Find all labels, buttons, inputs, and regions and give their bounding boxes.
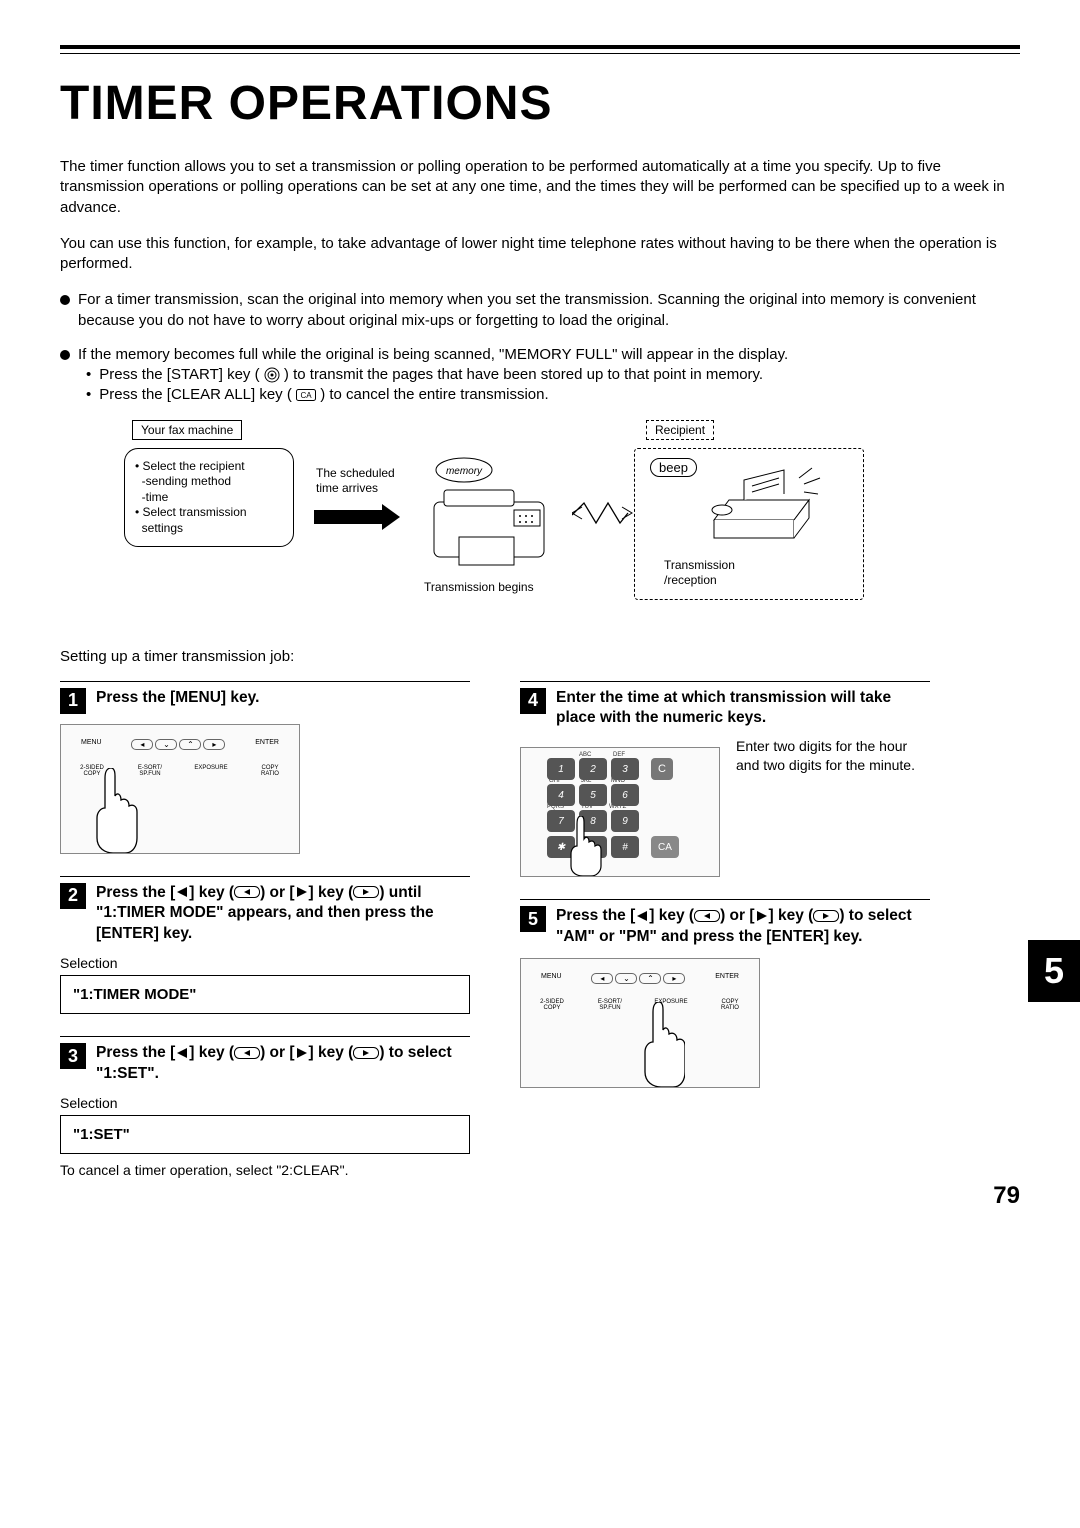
flow-diagram: Your fax machine • Select the recipient …	[124, 420, 1020, 620]
left-arrow-btn-icon: ◂	[591, 973, 613, 984]
selection-label: Selection	[60, 1095, 470, 1111]
arrow-right-icon	[314, 510, 384, 524]
panel-illustration-1: MENU ◂ ⌄ ⌃ ▸ ENTER 2-SIDED COPY E-SORT/ …	[60, 724, 300, 854]
bullet-2-text: If the memory becomes full while the ori…	[78, 345, 788, 365]
step-4-title: Enter the time at which transmission wil…	[556, 688, 930, 730]
step-3-title: Press the [] key () or [] key () to sele…	[96, 1043, 470, 1085]
tx-begins-label: Transmission begins	[424, 580, 534, 596]
intro-p2: You can use this function, for example, …	[60, 234, 1020, 275]
start-key-icon	[264, 367, 280, 383]
panel-illustration-2: MENU ◂ ⌄ ⌃ ▸ ENTER 2-SIDED COPY E-SORT/ …	[520, 958, 760, 1088]
up-btn-icon: ⌃	[179, 739, 201, 750]
left-arrow-btn-icon: ◂	[131, 739, 153, 750]
step-4: 4 Enter the time at which transmission w…	[520, 681, 930, 878]
oval-key-left-icon	[694, 910, 720, 922]
intro-section: The timer function allows you to set a t…	[60, 157, 1020, 406]
step-2: 2 Press the [] key () or [] key () until…	[60, 876, 470, 1015]
steps-columns: 1 Press the [MENU] key. MENU ◂ ⌄ ⌃ ▸ ENT…	[60, 681, 1020, 1201]
top-rule-thick	[60, 45, 1020, 49]
menu-label: MENU	[81, 739, 102, 750]
recipient-label: Recipient	[646, 420, 714, 440]
sub-bullet-1: • Press the [START] key ( ) to transmit …	[86, 365, 1020, 385]
chapter-tab: 5	[1028, 940, 1080, 1002]
bullet-dot-icon	[60, 295, 70, 305]
pointing-hand-icon	[565, 816, 605, 876]
step-1-title: Press the [MENU] key.	[96, 688, 259, 709]
fax-recipient-icon	[684, 460, 844, 560]
step-4-note: Enter two digits for the hour and two di…	[736, 737, 926, 775]
page-number: 79	[993, 1182, 1020, 1210]
setting-caption: Setting up a timer transmission job:	[60, 648, 1020, 665]
up-btn-icon: ⌃	[639, 973, 661, 984]
step-2-title: Press the [] key () or [] key () until "…	[96, 883, 470, 946]
right-arrow-btn-icon: ▸	[663, 973, 685, 984]
right-column: 4 Enter the time at which transmission w…	[520, 681, 930, 1201]
step-number: 2	[60, 883, 86, 909]
your-fax-label: Your fax machine	[132, 420, 242, 440]
pointing-hand-icon	[639, 1002, 685, 1087]
oval-key-right-icon	[813, 910, 839, 922]
right-triangle-icon	[755, 911, 769, 921]
step-number: 1	[60, 688, 86, 714]
clear-all-key-icon: CA	[296, 389, 316, 401]
step-number: 4	[520, 688, 546, 714]
bullet-1-text: For a timer transmission, scan the origi…	[78, 290, 1020, 331]
oval-key-right-icon	[353, 1047, 379, 1059]
oval-key-left-icon	[234, 886, 260, 898]
svg-text:memory: memory	[446, 466, 483, 477]
top-rule-thin	[60, 53, 1020, 54]
settings-box: • Select the recipient -sending method -…	[124, 448, 294, 548]
bullet-2: If the memory becomes full while the ori…	[60, 345, 1020, 406]
intro-p1: The timer function allows you to set a t…	[60, 157, 1020, 218]
down-btn-icon: ⌄	[615, 973, 637, 984]
step-3: 3 Press the [] key () or [] key () to se…	[60, 1036, 470, 1178]
enter-label: ENTER	[715, 973, 739, 984]
ca-key: CA	[651, 836, 679, 858]
step-5: 5 Press the [] key () or [] key () to se…	[520, 899, 930, 1088]
zigzag-line-icon	[572, 495, 642, 535]
oval-key-right-icon	[353, 886, 379, 898]
step-number: 3	[60, 1043, 86, 1069]
selection-box-set: "1:SET"	[60, 1115, 470, 1154]
sub-bullet-2: • Press the [CLEAR ALL] key ( CA ) to ca…	[86, 385, 1020, 405]
menu-label: MENU	[541, 973, 562, 984]
keypad-illustration: ABC DEF GHI JKL MNO PQRS TUV WXYZ 1 2 3 …	[520, 747, 720, 877]
pointing-hand-icon	[91, 768, 141, 853]
oval-key-left-icon	[234, 1047, 260, 1059]
printer-icon: memory	[414, 452, 574, 582]
page-title: TIMER OPERATIONS	[60, 76, 1020, 131]
selection-box-timer-mode: "1:TIMER MODE"	[60, 975, 470, 1014]
step-number: 5	[520, 906, 546, 932]
c-key: C	[651, 758, 673, 780]
right-triangle-icon	[295, 1048, 309, 1058]
svg-text:CA: CA	[300, 391, 312, 400]
down-btn-icon: ⌄	[155, 739, 177, 750]
cancel-note: To cancel a timer operation, select "2:C…	[60, 1162, 470, 1178]
left-column: 1 Press the [MENU] key. MENU ◂ ⌄ ⌃ ▸ ENT…	[60, 681, 470, 1201]
enter-label: ENTER	[255, 739, 279, 750]
right-triangle-icon	[295, 887, 309, 897]
scheduled-label: The scheduled time arrives	[316, 466, 416, 497]
left-triangle-icon	[175, 887, 189, 897]
tx-rx-label: Transmission/reception	[664, 558, 735, 589]
left-triangle-icon	[635, 911, 649, 921]
bullet-dot-icon	[60, 350, 70, 360]
left-triangle-icon	[175, 1048, 189, 1058]
right-arrow-btn-icon: ▸	[203, 739, 225, 750]
selection-label: Selection	[60, 955, 470, 971]
step-1: 1 Press the [MENU] key. MENU ◂ ⌄ ⌃ ▸ ENT…	[60, 681, 470, 854]
step-5-title: Press the [] key () or [] key () to sele…	[556, 906, 930, 948]
bullet-1: For a timer transmission, scan the origi…	[60, 290, 1020, 331]
